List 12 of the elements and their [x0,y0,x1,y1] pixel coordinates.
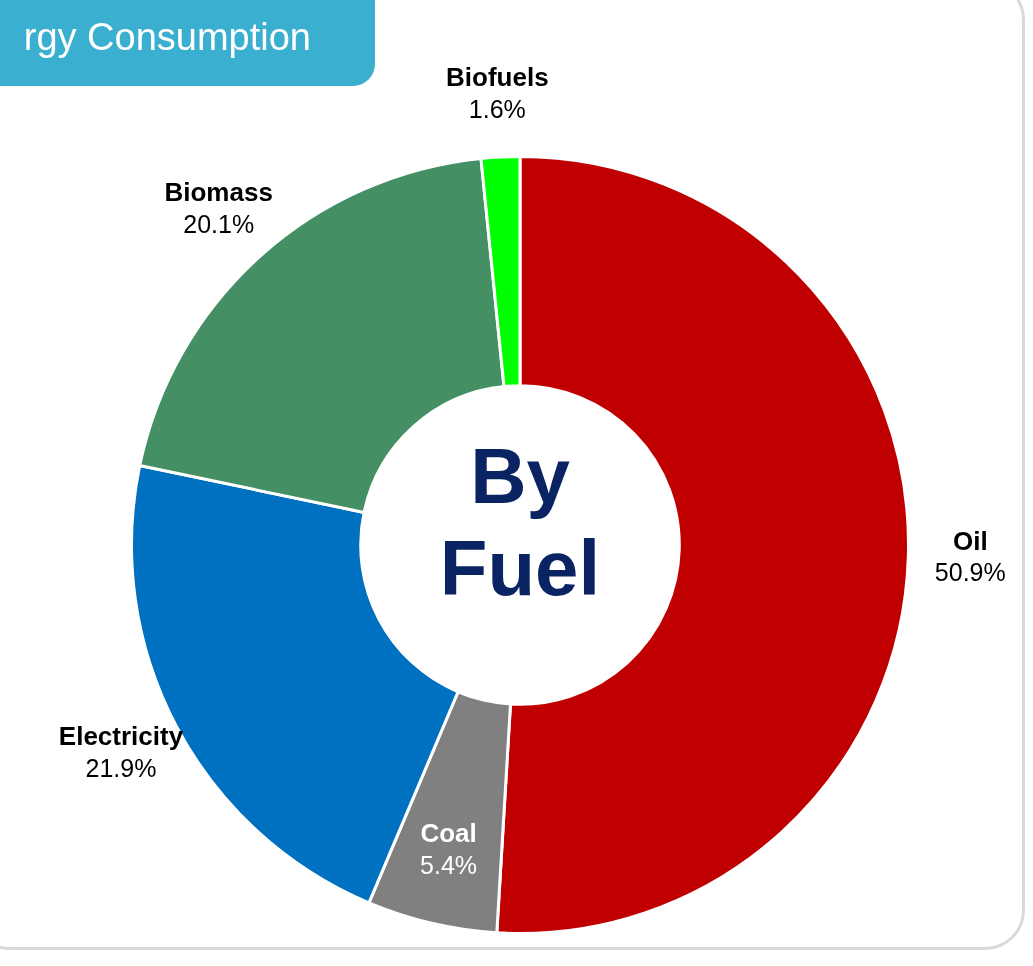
slice-label: Oil [952,525,988,556]
slice-label: Coal [420,817,477,848]
slice-label: Biofuels [446,62,549,93]
data-label: 20.1% [183,210,255,239]
chart-title: rgy Consumption [0,0,375,86]
slice-label: Biomass [164,177,273,208]
data-label: 50.9% [934,558,1006,587]
text: By Fuel [438,431,602,614]
slice-label: Electricity [58,721,184,752]
data-label: 5.4% [420,850,478,879]
data-label: 21.9% [85,754,157,783]
data-label: 1.6% [468,94,526,123]
